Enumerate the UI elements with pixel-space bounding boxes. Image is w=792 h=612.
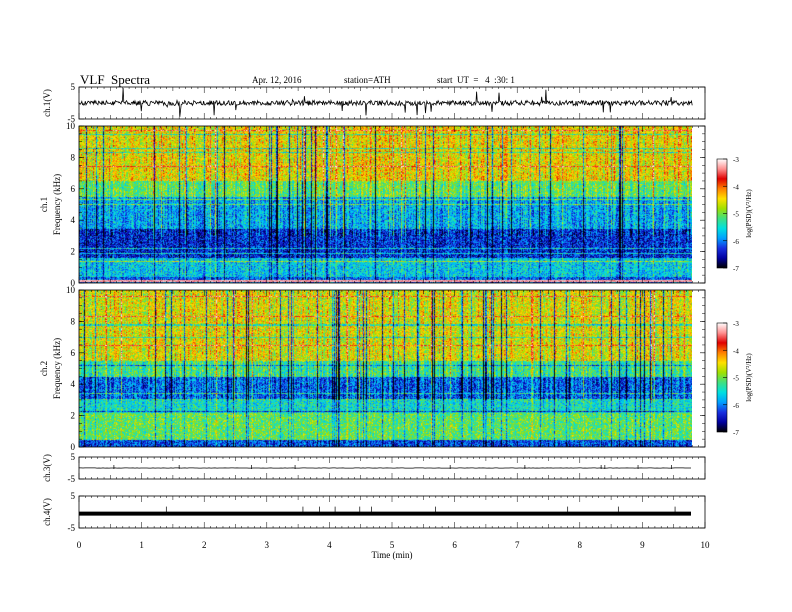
ch2-spectrogram-ytick-label: 10 <box>66 285 76 295</box>
date-label: Apr. 12, 2016 <box>252 75 302 85</box>
ch4-waveform-ytick-label: -5 <box>68 523 76 533</box>
ch2-spectrogram-ytick-label: 2 <box>71 411 76 421</box>
ch1-spectrogram-ytick-label: 10 <box>66 121 76 131</box>
ch1-spectrogram-channel-label: ch.1 <box>39 197 49 212</box>
colorbar-tick-label: -4 <box>733 347 739 355</box>
chart-title: VLF Spectra <box>80 72 151 87</box>
ch2-spectrogram-ylabel: Frequency (kHz) <box>52 338 62 399</box>
ch1-spectrogram-ytick-label: 2 <box>71 247 76 257</box>
ch1-waveform-trace <box>78 87 693 117</box>
xtick-label: 3 <box>265 540 270 550</box>
xtick-label: 7 <box>515 540 520 550</box>
colorbar-tick-label: -7 <box>733 265 739 273</box>
ch2-spectrogram-ytick-label: 6 <box>71 348 76 358</box>
colorbar-tick-label: -6 <box>733 238 739 246</box>
colorbar-tick-label: -7 <box>733 429 739 437</box>
xtick-label: 9 <box>640 540 645 550</box>
xtick-label: 4 <box>327 540 332 550</box>
colorbar-tick-label: -5 <box>733 375 739 383</box>
ch1-waveform-ytick-label: -5 <box>68 114 76 124</box>
colorbar-label: log(PSD)(V²/Hz) <box>745 353 753 402</box>
ch1-waveform-ytick-label: 5 <box>71 82 76 92</box>
ch3-waveform-ylabel: ch.3(V) <box>42 454 52 482</box>
ch4-waveform-ytick-label: 5 <box>71 491 76 501</box>
station-label: station=ATH <box>344 75 391 85</box>
ch2-spectrogram-image <box>79 290 692 447</box>
ch1-spectrogram-ylabel: Frequency (kHz) <box>52 174 62 235</box>
colorbar-tick-label: -3 <box>733 320 739 328</box>
ch1-spectrogram-ytick-label: 4 <box>71 215 76 225</box>
xtick-label: 10 <box>701 540 711 550</box>
ch3-waveform-ytick-label: -5 <box>68 474 76 484</box>
xaxis-label: Time (min) <box>372 550 413 560</box>
start-time-label: start UT = 4 :30: 1 <box>437 75 515 85</box>
ch2-spectrogram-ytick-label: 0 <box>71 442 76 452</box>
colorbar-tick-label: -6 <box>733 402 739 410</box>
colorbar-tick-label: -5 <box>733 211 739 219</box>
xtick-label: 0 <box>77 540 82 550</box>
xtick-label: 5 <box>390 540 395 550</box>
xtick-label: 8 <box>578 540 583 550</box>
colorbar-tick-label: -3 <box>733 156 739 164</box>
xtick-label: 6 <box>452 540 457 550</box>
ch1-spectrogram-ytick-label: 8 <box>71 152 76 162</box>
ch1-waveform-ylabel: ch.1(V) <box>42 89 52 117</box>
colorbar-tick-label: -4 <box>733 183 739 191</box>
ch2-spectrogram-ytick-label: 8 <box>71 316 76 326</box>
ch3-waveform-ytick-label: 5 <box>71 452 76 462</box>
ch1-spectrogram-ytick-label: 6 <box>71 184 76 194</box>
ch4-waveform-ylabel: ch.4(V) <box>42 498 52 526</box>
ch1-spectrogram-image <box>79 126 692 283</box>
colorbar-label: log(PSD)(V²/Hz) <box>745 189 753 238</box>
ch2-spectrogram-ytick-label: 4 <box>71 379 76 389</box>
xtick-label: 1 <box>139 540 144 550</box>
ch1-spectrogram-ytick-label: 0 <box>71 278 76 288</box>
ch2-spectrogram-channel-label: ch.2 <box>39 361 49 376</box>
xtick-label: 2 <box>202 540 207 550</box>
